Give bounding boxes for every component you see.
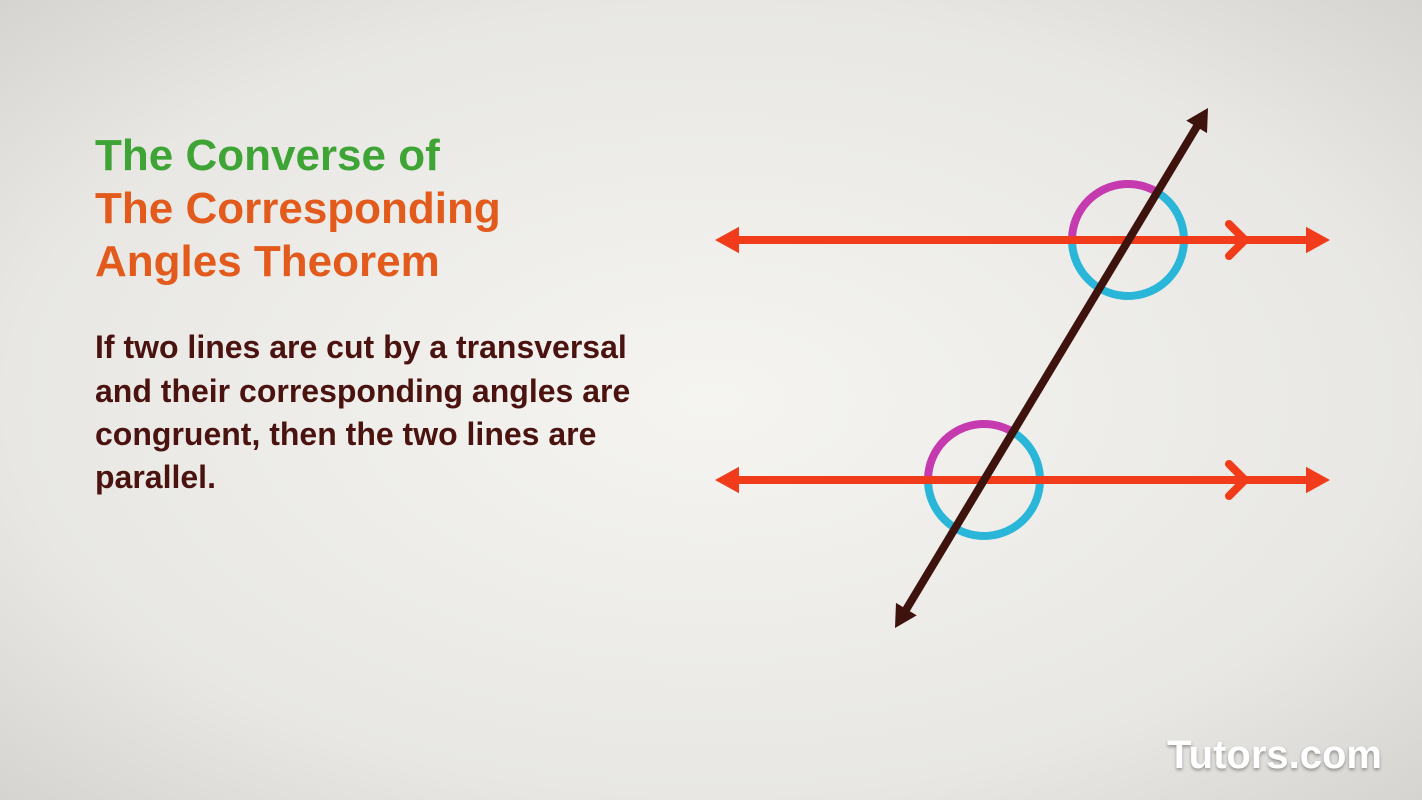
watermark: Tutors.com (1167, 733, 1382, 778)
title-line2: The Corresponding Angles Theorem (95, 183, 645, 289)
text-content: The Converse of The Corresponding Angles… (95, 130, 645, 499)
geometry-diagram (700, 100, 1350, 660)
title-line1: The Converse of (95, 130, 645, 183)
theorem-body: If two lines are cut by a transversal an… (95, 326, 645, 499)
